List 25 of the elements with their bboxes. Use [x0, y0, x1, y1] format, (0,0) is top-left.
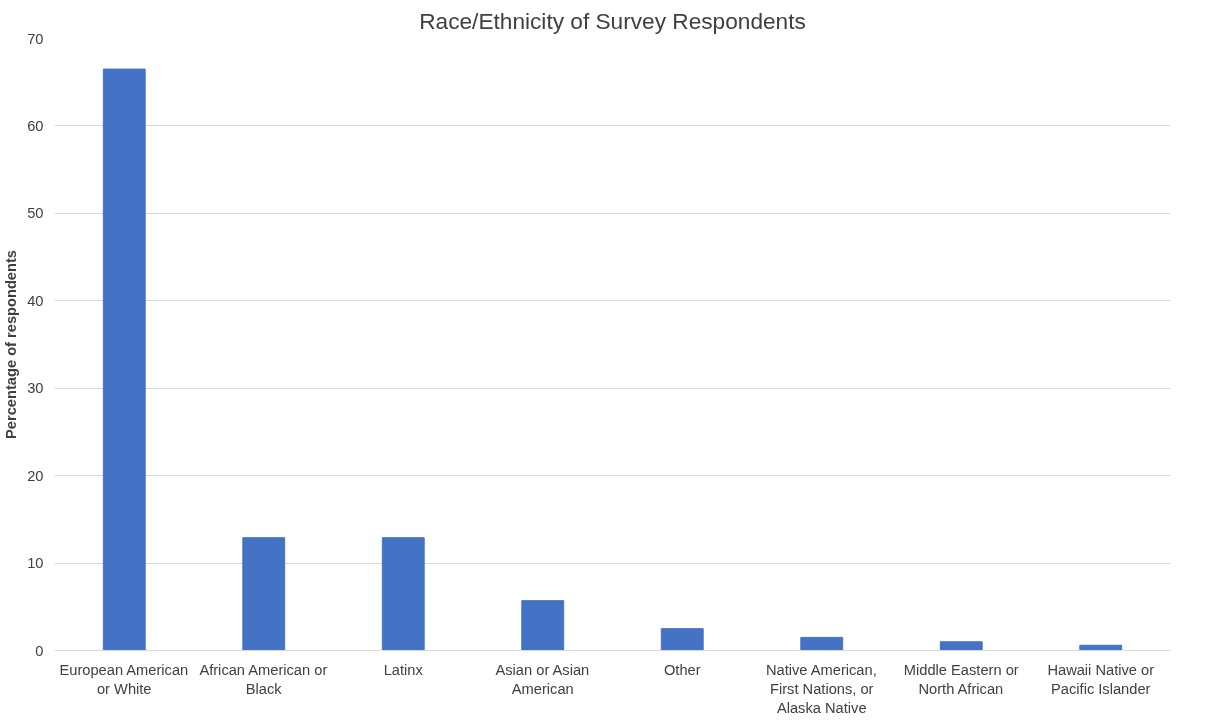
y-axis-title: Percentage of respondents [3, 250, 20, 439]
bar [242, 537, 286, 651]
y-tick-label: 10 [27, 555, 44, 572]
bar [660, 628, 704, 651]
bar [381, 537, 425, 651]
x-tick-label: African American or Black [199, 661, 328, 697]
y-tick-label: 0 [35, 642, 44, 659]
y-tick-label: 60 [27, 117, 44, 134]
x-tick-label: Hawaii Native or Pacific Islander [1047, 661, 1155, 697]
y-tick-label: 20 [27, 467, 44, 484]
x-tick-label: Middle Eastern or North African [903, 661, 1019, 697]
x-tick-label: Native American, First Nations, or Alaska Native [765, 661, 877, 716]
x-tick-label: European American or White [59, 661, 189, 697]
x-tick-label: Latinx [383, 661, 424, 678]
bar [102, 68, 146, 651]
bar [800, 636, 844, 651]
x-tick-label: Asian or Asian American [495, 661, 590, 697]
y-tick-label: 50 [27, 205, 44, 222]
chart-title: Race/Ethnicity of Survey Respondents [419, 7, 806, 34]
y-tick-label: 30 [27, 380, 44, 397]
bar [939, 641, 983, 651]
x-tick-label: Other [663, 661, 701, 678]
bar [521, 600, 565, 651]
y-tick-label: 70 [27, 30, 44, 47]
y-tick-label: 40 [27, 292, 44, 309]
